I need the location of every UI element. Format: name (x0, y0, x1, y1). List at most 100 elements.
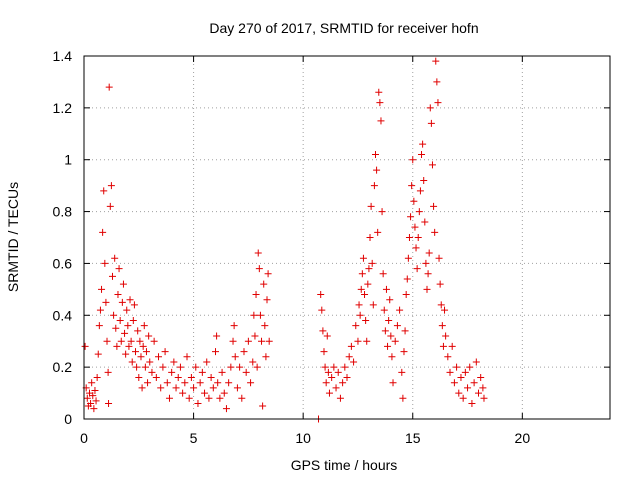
data-point (439, 342, 447, 350)
data-point (472, 358, 480, 366)
data-point (352, 322, 360, 330)
data-point (201, 389, 209, 397)
data-point (244, 337, 252, 345)
data-point (373, 166, 381, 174)
data-point (121, 329, 129, 337)
data-point (359, 254, 367, 262)
data-point (354, 337, 362, 345)
data-point (459, 394, 467, 402)
data-point (260, 280, 268, 288)
data-point (134, 327, 142, 335)
grid (84, 56, 610, 419)
data-point (152, 374, 160, 382)
data-point (118, 298, 126, 306)
data-point (464, 384, 472, 392)
data-point (418, 151, 426, 159)
data-point (332, 384, 340, 392)
data-point (403, 275, 411, 283)
data-point (355, 301, 363, 309)
y-tick-label: 0.4 (53, 307, 73, 323)
data-point (259, 402, 267, 410)
data-point (104, 368, 112, 376)
data-point (362, 316, 370, 324)
data-point (254, 249, 262, 257)
data-point (350, 358, 358, 366)
chart-title: Day 270 of 2017, SRMTID for receiver hof… (209, 20, 478, 36)
data-point (94, 350, 102, 358)
data-point (172, 384, 180, 392)
data-point (433, 78, 441, 86)
data-point (412, 244, 420, 252)
data-point (179, 389, 187, 397)
data-point (209, 384, 217, 392)
data-point (227, 363, 235, 371)
data-point (387, 332, 395, 340)
data-point (265, 337, 273, 345)
data-point (423, 285, 431, 293)
data-point (112, 324, 120, 332)
data-point (369, 301, 377, 309)
data-point (400, 348, 408, 356)
data-point (479, 384, 487, 392)
data-point (255, 265, 263, 273)
data-point (319, 327, 327, 335)
data-point (122, 350, 130, 358)
data-point (205, 394, 213, 402)
data-point (356, 311, 364, 319)
data-point (328, 374, 336, 382)
data-point (225, 379, 233, 387)
data-point (145, 332, 153, 340)
data-point (95, 322, 103, 330)
data-point (420, 176, 428, 184)
x-tick-label: 0 (80, 430, 88, 446)
data-point (339, 379, 347, 387)
data-point (385, 316, 393, 324)
data-point (168, 368, 176, 376)
data-point (176, 363, 184, 371)
data-point (150, 337, 158, 345)
data-point (455, 389, 463, 397)
data-point (318, 306, 326, 314)
data-point (233, 384, 241, 392)
data-point (216, 394, 224, 402)
data-point (376, 99, 384, 107)
data-point (437, 301, 445, 309)
y-tick-label: 1.4 (53, 48, 73, 64)
data-point (438, 322, 446, 330)
data-point (102, 298, 110, 306)
data-point (393, 322, 401, 330)
data-point (83, 394, 91, 402)
data-point (380, 306, 388, 314)
data-point (421, 218, 429, 226)
data-point (336, 394, 344, 402)
data-point (231, 353, 239, 361)
data-point (401, 327, 409, 335)
data-point (148, 368, 156, 376)
data-point (106, 202, 114, 210)
data-point (89, 392, 97, 400)
data-point (87, 399, 95, 407)
data-point (100, 187, 108, 195)
data-point (370, 182, 378, 190)
data-point (157, 384, 165, 392)
data-point (413, 265, 421, 273)
data-point (190, 384, 198, 392)
data-point (135, 374, 143, 382)
data-point (261, 322, 269, 330)
data-point (99, 228, 107, 236)
data-point (324, 368, 332, 376)
data-point (402, 291, 410, 299)
data-point (218, 368, 226, 376)
data-point (453, 363, 461, 371)
data-point (361, 291, 369, 299)
x-tick-label: 10 (295, 430, 311, 446)
data-point (426, 104, 434, 112)
data-point (146, 358, 154, 366)
data-point (375, 88, 383, 96)
data-point (103, 337, 111, 345)
data-point (368, 259, 376, 267)
data-point (155, 353, 163, 361)
data-point (140, 322, 148, 330)
data-point (163, 379, 171, 387)
data-point (144, 379, 152, 387)
